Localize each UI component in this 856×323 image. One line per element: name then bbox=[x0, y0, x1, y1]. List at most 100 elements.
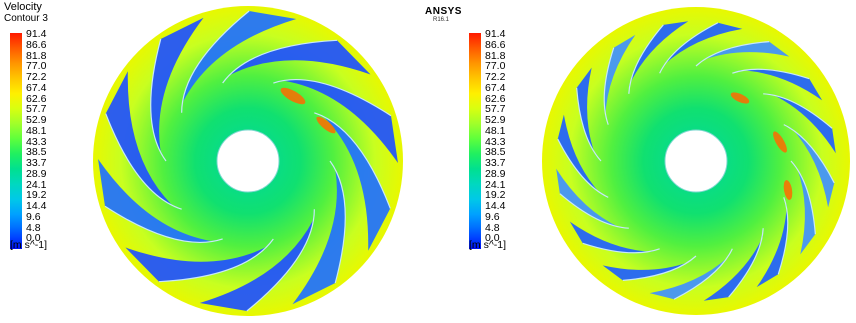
color-legend-right: 91.4 86.6 81.8 77.0 72.2 67.4 62.6 57.7 52.9 48.1… bbox=[469, 29, 539, 263]
impeller-contour-left bbox=[93, 6, 403, 316]
high-velocity-spot bbox=[730, 92, 750, 104]
legend-tick-label: 72.2 bbox=[485, 71, 506, 83]
low-velocity-region bbox=[222, 40, 371, 84]
legend-tick-label: 86.6 bbox=[26, 38, 47, 51]
legend-tick-label: 33.7 bbox=[485, 157, 506, 169]
brand-name: ANSYS bbox=[425, 6, 462, 17]
legend-unit-left: [m s^-1] bbox=[10, 239, 48, 251]
low-velocity-region bbox=[199, 209, 315, 311]
legend-tick-label: 52.9 bbox=[26, 114, 47, 126]
blade-edge bbox=[763, 93, 833, 129]
blade-edge bbox=[222, 39, 338, 84]
blade-edge bbox=[105, 113, 182, 210]
legend-tick-label: 67.4 bbox=[485, 81, 506, 94]
blade-edge bbox=[158, 238, 274, 283]
blade-edge bbox=[314, 112, 391, 209]
impeller-contour-right bbox=[542, 7, 850, 315]
blade-edge bbox=[790, 160, 816, 235]
legend-tick-label: 86.6 bbox=[485, 38, 506, 51]
low-velocity-region bbox=[292, 161, 346, 305]
high-velocity-spot bbox=[316, 116, 336, 134]
low-velocity-region bbox=[569, 221, 660, 253]
hub-hole bbox=[216, 129, 280, 193]
ansys-logo: ANSYS R16.1 bbox=[425, 6, 462, 23]
blade-edge bbox=[559, 193, 629, 229]
blade-edge bbox=[181, 10, 250, 113]
blade-edge bbox=[628, 24, 664, 94]
legend-tick-label: 33.7 bbox=[26, 157, 47, 169]
low-velocity-region bbox=[696, 41, 790, 66]
blade-edge bbox=[150, 38, 167, 162]
legend-tick-label: 81.8 bbox=[26, 49, 47, 62]
legend-tick-label: 77.0 bbox=[485, 60, 506, 73]
legend-tick-label: 67.4 bbox=[26, 81, 47, 94]
blade-edge bbox=[695, 41, 770, 67]
legend-tick-label: 24.1 bbox=[26, 178, 47, 191]
low-velocity-region bbox=[576, 67, 601, 161]
low-velocity-region bbox=[273, 79, 398, 164]
low-velocity-region bbox=[602, 256, 696, 281]
legend-tick-label: 62.6 bbox=[485, 92, 506, 105]
brand-version: R16.1 bbox=[433, 17, 450, 23]
blade-passages bbox=[98, 10, 398, 312]
high-velocity-spot bbox=[773, 131, 787, 153]
legend-tick-label: 4.8 bbox=[485, 221, 500, 234]
blade-edge bbox=[673, 248, 733, 300]
legend-tick-label: 72.2 bbox=[26, 71, 47, 83]
legend-tick-label: 14.4 bbox=[485, 200, 506, 212]
legend-tick-label: 24.1 bbox=[485, 178, 506, 191]
legend-tick-label: 43.3 bbox=[26, 135, 47, 148]
legend-tick-label: 62.6 bbox=[26, 92, 47, 105]
color-bar-left bbox=[10, 33, 22, 249]
legend-tick-label: 38.5 bbox=[485, 146, 506, 159]
legend-tick-label: 52.9 bbox=[485, 114, 506, 126]
low-velocity-region bbox=[181, 11, 297, 113]
low-velocity-region bbox=[604, 34, 636, 125]
blade-edge bbox=[329, 160, 346, 284]
variable-name: Velocity bbox=[4, 1, 42, 13]
legend-tick-label: 57.7 bbox=[485, 103, 506, 116]
blade-edge bbox=[659, 22, 719, 74]
blade-edge bbox=[246, 209, 315, 312]
blade-passages bbox=[556, 21, 836, 301]
blade-edge bbox=[576, 87, 602, 162]
legend-tick-label: 19.2 bbox=[485, 189, 506, 202]
contour-title: Velocity Contour 3 bbox=[4, 1, 48, 25]
legend-tick-label: 28.9 bbox=[26, 167, 47, 180]
legend-tick-label: 9.6 bbox=[26, 210, 41, 223]
contour-name: Contour 3 bbox=[4, 13, 48, 24]
color-bar-right bbox=[469, 33, 481, 249]
blade-edge bbox=[273, 78, 392, 117]
hub-hole bbox=[664, 129, 728, 193]
blade-edge bbox=[603, 47, 615, 125]
legend-tick-label: 28.9 bbox=[485, 167, 506, 180]
legend-tick-label: 0.0 bbox=[485, 232, 500, 245]
legend-tick-label: 48.1 bbox=[26, 124, 47, 137]
blade-edge bbox=[732, 68, 810, 80]
low-velocity-region bbox=[105, 71, 182, 210]
color-legend-left: 91.4 86.6 81.8 77.0 72.2 67.4 62.6 57.7 52.9 48.1… bbox=[10, 29, 80, 263]
low-velocity-region bbox=[314, 112, 391, 251]
low-velocity-region bbox=[125, 238, 274, 282]
high-velocity-spot bbox=[783, 180, 793, 200]
low-velocity-region bbox=[732, 69, 823, 101]
legend-tick-label: 9.6 bbox=[485, 210, 500, 223]
legend-tick-label: 91.4 bbox=[26, 28, 47, 40]
legend-tick-label: 77.0 bbox=[26, 60, 47, 73]
legend-tick-label: 91.4 bbox=[485, 28, 506, 40]
legend-tick-label: 4.8 bbox=[26, 221, 41, 234]
legend-unit-right: [m s^-1] bbox=[469, 239, 507, 251]
blade-edge bbox=[104, 205, 223, 244]
legend-tick-label: 43.3 bbox=[485, 135, 506, 148]
legend-tick-label: 57.7 bbox=[26, 103, 47, 116]
blade-edge bbox=[777, 197, 789, 275]
low-velocity-region bbox=[150, 17, 204, 162]
blade-edge bbox=[557, 138, 609, 198]
low-velocity-region bbox=[756, 197, 788, 288]
blade-edge bbox=[728, 228, 764, 298]
low-velocity-region bbox=[98, 158, 223, 243]
legend-tick-label: 38.5 bbox=[26, 146, 47, 159]
blade-edge bbox=[582, 242, 660, 254]
legend-tick-label: 81.8 bbox=[485, 49, 506, 62]
legend-tick-label: 0.0 bbox=[26, 232, 41, 245]
